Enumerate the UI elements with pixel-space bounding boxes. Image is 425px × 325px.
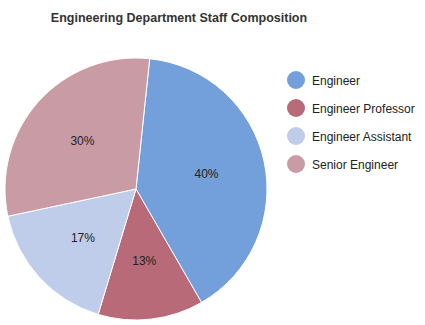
legend-label: Senior Engineer [312,158,398,172]
legend-swatch [287,155,305,173]
chart-container: Engineering Department Staff Composition… [0,0,425,325]
legend-label: Engineer [312,74,360,88]
pie-slice [5,58,150,216]
data-label: 40% [194,167,218,181]
pie-slices [5,58,267,320]
legend-label: Engineer Assistant [312,130,412,144]
data-label: 13% [132,254,156,268]
data-label: 30% [70,134,94,148]
legend-swatch [287,71,305,89]
legend-swatch [287,127,305,145]
data-label: 17% [71,231,95,245]
chart-svg: Engineering Department Staff Composition… [0,0,425,325]
chart-title: Engineering Department Staff Composition [51,11,307,25]
legend-swatch [287,99,305,117]
legend-label: Engineer Professor [312,102,415,116]
legend: Engineer Engineer Professor Engineer Assis… [287,71,415,173]
